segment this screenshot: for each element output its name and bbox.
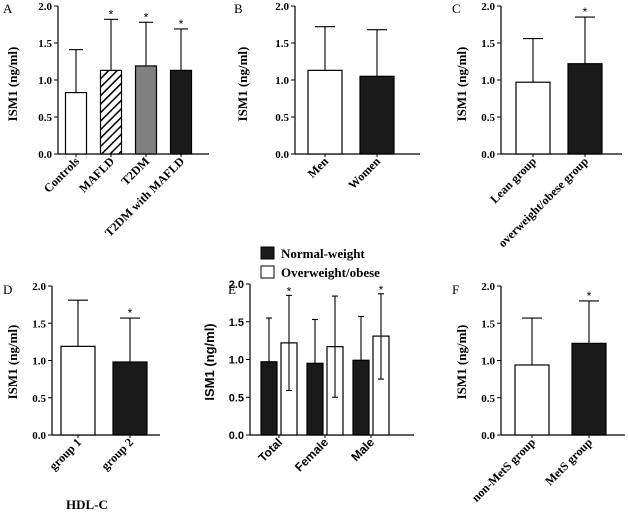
y-tick-label: 2.0	[481, 281, 495, 293]
panel-f: F ISM1 (ng/ml) 0.0 0.5 1.0 1.5 2.0 non-MetS gro…	[452, 281, 625, 505]
y-tick-label: 0.0	[481, 430, 495, 442]
y-tick-label: 0.0	[275, 149, 289, 161]
y-tick-label: 0.0	[38, 149, 52, 161]
y-axis-label: ISM1 (ng/ml)	[454, 325, 469, 400]
y-tick-label: 2.0	[229, 279, 244, 291]
x-tick-label: Men	[305, 154, 332, 181]
bar	[567, 63, 603, 155]
bar	[134, 65, 158, 155]
hdl-c-label: HDL-C	[66, 497, 108, 512]
bar	[514, 364, 550, 436]
significance-marker: *	[587, 289, 592, 303]
x-tick-label: MetS group	[542, 435, 595, 488]
y-axis-label: ISM1 (ng/ml)	[202, 323, 217, 400]
y-tick-label: 0.5	[229, 392, 244, 404]
legend-label-overweight: Overweight/obese	[281, 265, 380, 280]
bar	[60, 345, 96, 436]
bar	[112, 361, 148, 436]
y-tick-label: 0.5	[481, 112, 495, 124]
bar	[99, 69, 123, 155]
x-tick-label: Women	[345, 154, 383, 192]
y-tick-label: 2.0	[32, 281, 46, 293]
y-tick-label: 2.0	[275, 1, 289, 13]
y-axis-label: ISM1 (ng/ml)	[5, 47, 20, 122]
y-tick-label: 2.0	[38, 1, 52, 13]
panel-c: C ISM1 (ng/ml) 0.0 0.5 1.0 1.5 2.0 Lean group * o…	[452, 1, 622, 250]
panel-e: E ISM1 (ng/ml) 0.0 0.5 1.0 1.5 2.0 * Total Female…	[202, 279, 414, 474]
x-tick-label: overweight/obese group	[495, 154, 591, 250]
significance-marker: *	[287, 284, 292, 298]
panel-b: B ISM1 (ng/ml) 0.0 0.5 1.0 1.5 2.0 Men Women	[234, 1, 420, 192]
panel-letter: F	[452, 282, 459, 297]
bar-normal-weight	[260, 361, 278, 436]
y-tick-label: 1.5	[38, 38, 52, 50]
y-tick-label: 0.0	[32, 430, 46, 442]
significance-marker: *	[379, 283, 384, 297]
y-tick-label: 1.5	[32, 318, 46, 330]
bar	[571, 342, 607, 436]
bar-normal-weight	[306, 362, 324, 436]
y-tick-label: 1.0	[38, 75, 52, 87]
panel-d: D ISM1 (ng/ml) 0.0 0.5 1.0 1.5 2.0 group 1 * grou…	[3, 281, 160, 473]
y-tick-label: 1.0	[32, 356, 46, 368]
y-tick-label: 2.0	[481, 1, 495, 13]
y-axis-label: ISM1 (ng/ml)	[454, 47, 469, 122]
significance-marker: *	[179, 17, 184, 31]
y-tick-label: 1.0	[481, 75, 495, 87]
y-tick-label: 1.0	[275, 75, 289, 87]
panel-letter: E	[228, 282, 236, 297]
y-tick-label: 0.5	[275, 112, 289, 124]
significance-marker: *	[109, 7, 114, 21]
significance-marker: *	[583, 5, 588, 19]
panel-letter: D	[3, 282, 12, 297]
x-tick-label: non-MetS group	[469, 435, 539, 505]
x-tick-label: Male	[348, 435, 377, 464]
significance-marker: *	[144, 10, 149, 24]
bar	[64, 91, 88, 155]
y-tick-label: 0.0	[481, 149, 495, 161]
x-tick-label: Total	[256, 435, 286, 465]
legend-swatch-overweight	[260, 265, 275, 279]
bar	[169, 69, 193, 155]
x-tick-label: group 2	[98, 435, 136, 473]
y-tick-label: 1.5	[229, 317, 244, 329]
y-tick-label: 1.5	[481, 38, 495, 50]
x-tick-label: Lean group	[487, 154, 539, 206]
panel-letter: A	[3, 1, 13, 16]
panel-letter: B	[234, 1, 243, 16]
x-tick-label: Female	[292, 435, 331, 474]
panel-letter: C	[452, 1, 461, 16]
x-tick-label: MAFLD	[76, 154, 117, 195]
x-tick-label: group 1	[46, 435, 84, 473]
bar-normal-weight	[352, 359, 370, 436]
legend-label-normal: Normal-weight	[281, 246, 365, 261]
legend: Normal-weight Overweight/obese	[260, 246, 380, 280]
y-tick-label: 1.0	[481, 356, 495, 368]
y-tick-label: 1.5	[275, 38, 289, 50]
bar	[359, 75, 395, 155]
legend-swatch-normal	[260, 246, 275, 260]
y-tick-label: 0.5	[481, 393, 495, 405]
y-tick-label: 1.0	[229, 355, 244, 367]
y-tick-label: 0.5	[38, 112, 52, 124]
y-axis-label: ISM1 (ng/ml)	[235, 47, 250, 122]
y-axis-label: ISM1 (ng/ml)	[5, 325, 20, 400]
bar	[515, 81, 551, 155]
significance-marker: *	[128, 306, 133, 320]
y-tick-label: 0.5	[32, 393, 46, 405]
bar	[307, 69, 343, 155]
y-tick-label: 1.5	[481, 318, 495, 330]
y-tick-label: 0.0	[229, 430, 244, 442]
